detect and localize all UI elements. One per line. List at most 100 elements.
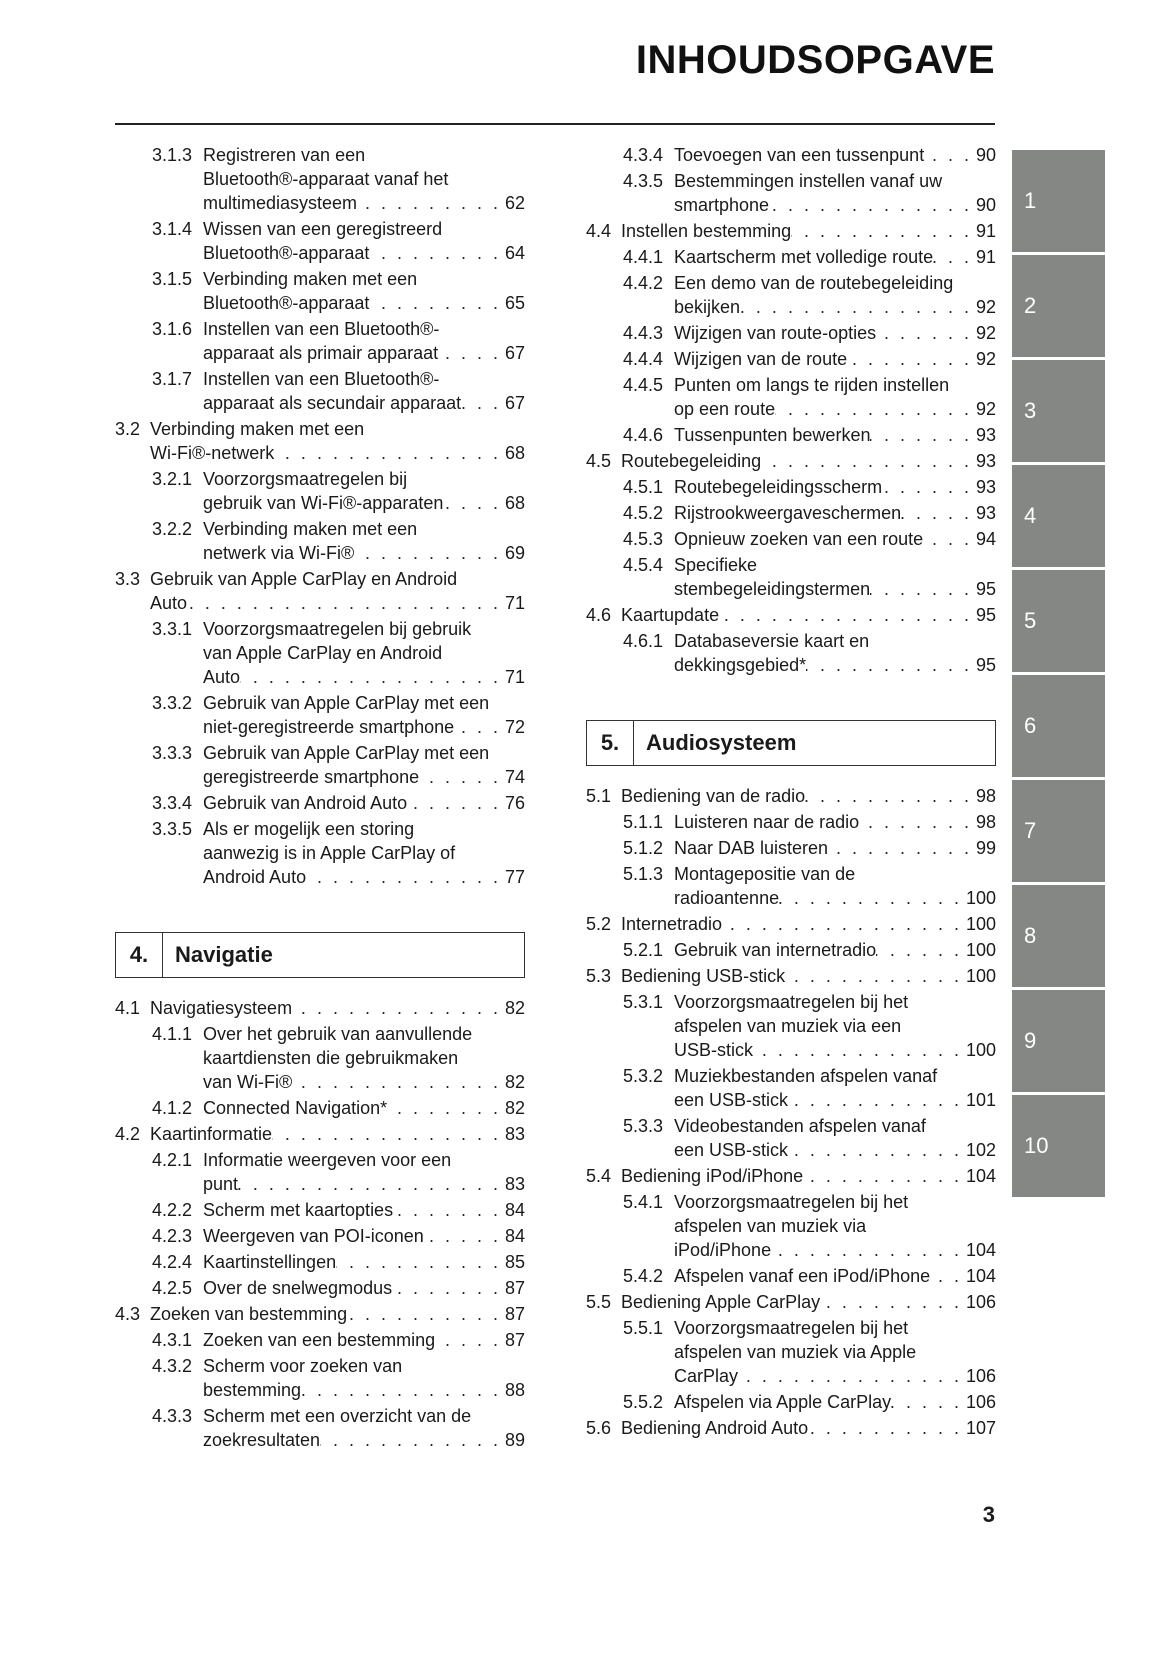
toc-entry[interactable]: 5.1.2 Naar DAB luisteren. . . . . . . . .…	[586, 836, 996, 860]
toc-entry[interactable]: 3.3.2 Gebruik van Apple CarPlay met een ni…	[115, 691, 525, 739]
toc-entry[interactable]: 3.1.4 Wissen van een geregistreerd Bluetoo…	[115, 217, 525, 265]
toc-entry[interactable]: 4.3 Zoeken van bestemming. . . . . . . . …	[115, 1302, 525, 1326]
toc-entry[interactable]: 5.5 Bediening Apple CarPlay. . . . . . . …	[586, 1290, 996, 1314]
entry-number: 4.3	[115, 1304, 141, 1324]
toc-entry[interactable]: 5.1.1 Luisteren naar de radio. . . . . . …	[586, 810, 996, 834]
dot-leader: . . . . . . . . . . . . . . . . . . . . …	[454, 717, 501, 737]
chapter-tab-3[interactable]: 3	[1012, 360, 1105, 462]
toc-entry[interactable]: 5.3.1 Voorzorgsmaatregelen bij het afspele…	[586, 990, 996, 1062]
toc-entry[interactable]: 4.5.2 Rijstrookweergaveschermen. . . . . …	[586, 501, 996, 525]
toc-entry[interactable]: 3.3 Gebruik van Apple CarPlay en Android A…	[115, 567, 525, 615]
entry-page: 71	[504, 667, 525, 687]
toc-entry[interactable]: 4.4.2 Een demo van de routebegeleiding bek…	[586, 271, 996, 319]
toc-entry[interactable]: 3.1.6 Instellen van een Bluetooth®- appara…	[115, 317, 525, 365]
toc-entry[interactable]: 4.3.5 Bestemmingen instellen vanaf uw smar…	[586, 169, 996, 217]
toc-entry[interactable]: 4.4.3 Wijzigen van route-opties. . . . . …	[586, 321, 996, 345]
toc-entry[interactable]: 5.1 Bediening van de radio. . . . . . . .…	[586, 784, 996, 808]
toc-entry[interactable]: 5.5.2 Afspelen via Apple CarPlay. . . . .…	[586, 1390, 996, 1414]
entry-page: 76	[504, 793, 525, 813]
toc-entry[interactable]: 4.3.4 Toevoegen van een tussenpunt. . . .…	[586, 143, 996, 167]
section-title: Audiosysteem	[646, 730, 797, 755]
entry-line: Bediening van de radio. . . . . . . . . …	[621, 784, 996, 808]
chapter-tab-4[interactable]: 4	[1012, 465, 1105, 567]
entry-line-text: Bluetooth®-apparaat	[203, 243, 370, 263]
entry-line: Bediening USB-stick. . . . . . . . . . .…	[621, 964, 996, 988]
entry-line: Internetradio. . . . . . . . . . . . . .…	[621, 912, 996, 936]
entry-line-text: aanwezig is in Apple CarPlay of	[203, 843, 456, 863]
entry-line: Wi-Fi®-netwerk. . . . . . . . . . . . . …	[150, 441, 525, 465]
toc-entry[interactable]: 4.2.2 Scherm met kaartopties. . . . . . .…	[115, 1198, 525, 1222]
toc-entry[interactable]: 3.1.7 Instellen van een Bluetooth®- appara…	[115, 367, 525, 415]
chapter-tab-6[interactable]: 6	[1012, 675, 1105, 777]
chapter-tab-1[interactable]: 1	[1012, 150, 1105, 252]
entry-line: Bluetooth®-apparaat. . . . . . . . . . .…	[203, 291, 525, 315]
entry-line: geregistreerde smartphone. . . . . . . .…	[203, 765, 525, 789]
toc-entry[interactable]: 4.4 Instellen bestemming. . . . . . . . .…	[586, 219, 996, 243]
toc-entry[interactable]: 4.1.2 Connected Navigation*. . . . . . . …	[115, 1096, 525, 1120]
toc-entry[interactable]: 4.4.4 Wijzigen van de route. . . . . . . …	[586, 347, 996, 371]
toc-entry[interactable]: 4.2.3 Weergeven van POI-iconen. . . . . .…	[115, 1224, 525, 1248]
toc-entry[interactable]: 4.4.1 Kaartscherm met volledige route. . …	[586, 245, 996, 269]
toc-entry[interactable]: 4.4.5 Punten om langs te rijden instellen…	[586, 373, 996, 421]
toc-entry[interactable]: 4.5.4 Specifieke stembegeleidingstermen. .…	[586, 553, 996, 601]
dot-leader: . . . . . . . . . . . . . . . . . . . . …	[392, 1278, 501, 1298]
chapter-tab-2[interactable]: 2	[1012, 255, 1105, 357]
entry-line-text: Zoeken van een bestemming	[203, 1330, 436, 1350]
toc-entry[interactable]: 4.3.3 Scherm met een overzicht van de zoek…	[115, 1404, 525, 1452]
toc-entry[interactable]: 5.1.3 Montagepositie van de radioantenne. …	[586, 862, 996, 910]
toc-entry[interactable]: 5.2.1 Gebruik van internetradio. . . . . …	[586, 938, 996, 962]
entry-number: 5.5.1	[623, 1318, 664, 1338]
toc-entry[interactable]: 5.2 Internetradio. . . . . . . . . . . . …	[586, 912, 996, 936]
toc-entry[interactable]: 4.6 Kaartupdate. . . . . . . . . . . . . …	[586, 603, 996, 627]
toc-entry[interactable]: 3.3.4 Gebruik van Android Auto. . . . . .…	[115, 791, 525, 815]
toc-entry[interactable]: 4.5 Routebegeleiding. . . . . . . . . . .…	[586, 449, 996, 473]
chapter-tab-8[interactable]: 8	[1012, 885, 1105, 987]
entry-page: 92	[975, 297, 996, 317]
chapter-tab-9[interactable]: 9	[1012, 990, 1105, 1092]
toc-entry[interactable]: 4.5.3 Opnieuw zoeken van een route. . . .…	[586, 527, 996, 551]
toc-entry[interactable]: 4.2.1 Informatie weergeven voor een punt. …	[115, 1148, 525, 1196]
entry-line: Kaartinformatie. . . . . . . . . . . . .…	[150, 1122, 525, 1146]
entry-line: Voorzorgsmaatregelen bij	[203, 467, 525, 491]
toc-entry[interactable]: 5.4 Bediening iPod/iPhone. . . . . . . . …	[586, 1164, 996, 1188]
toc-entry[interactable]: 3.3.5 Als er mogelijk een storing aanwezig…	[115, 817, 525, 889]
toc-entry[interactable]: 3.1.5 Verbinding maken met een Bluetooth®-…	[115, 267, 525, 315]
chapter-tab-10[interactable]: 10	[1012, 1095, 1105, 1197]
toc-entry[interactable]: 5.5.1 Voorzorgsmaatregelen bij het afspele…	[586, 1316, 996, 1388]
toc-entry[interactable]: 4.1.1 Over het gebruik van aanvullende kaa…	[115, 1022, 525, 1094]
toc-entry[interactable]: 4.2 Kaartinformatie. . . . . . . . . . . …	[115, 1122, 525, 1146]
dot-leader: . . . . . . . . . . . . . . . . . . . . …	[347, 1304, 501, 1324]
toc-entry[interactable]: 4.3.1 Zoeken van een bestemming. . . . . …	[115, 1328, 525, 1352]
toc-entry[interactable]: 5.4.2 Afspelen vanaf een iPod/iPhone. . .…	[586, 1264, 996, 1288]
entry-line-text: Videobestanden afspelen vanaf	[674, 1116, 926, 1136]
toc-entry[interactable]: 4.4.6 Tussenpunten bewerken. . . . . . . …	[586, 423, 996, 447]
toc-entry[interactable]: 5.3 Bediening USB-stick. . . . . . . . . …	[586, 964, 996, 988]
toc-entry[interactable]: 5.3.3 Videobestanden afspelen vanaf een US…	[586, 1114, 996, 1162]
entry-line-text: dekkingsgebied*	[674, 655, 807, 675]
toc-entry[interactable]: 5.3.2 Muziekbestanden afspelen vanaf een U…	[586, 1064, 996, 1112]
toc-entry[interactable]: 5.6 Bediening Android Auto. . . . . . . .…	[586, 1416, 996, 1440]
toc-entry[interactable]: 3.1.3 Registreren van een Bluetooth®-appar…	[115, 143, 525, 215]
toc-entry[interactable]: 3.2.1 Voorzorgsmaatregelen bij gebruik van…	[115, 467, 525, 515]
entry-line: Scherm met kaartopties. . . . . . . . . …	[203, 1198, 525, 1222]
toc-entry[interactable]: 4.2.4 Kaartinstellingen. . . . . . . . . …	[115, 1250, 525, 1274]
entry-text: Kaartinstellingen. . . . . . . . . . . .…	[203, 1250, 525, 1274]
toc-entry[interactable]: 3.3.3 Gebruik van Apple CarPlay met een ge…	[115, 741, 525, 789]
entry-line-text: bekijken	[674, 297, 741, 317]
toc-entry[interactable]: 3.3.1 Voorzorgsmaatregelen bij gebruik van…	[115, 617, 525, 689]
dot-leader: . . . . . . . . . . . . . . . . . . . . …	[461, 393, 501, 413]
toc-entry[interactable]: 4.5.1 Routebegeleidingsscherm. . . . . . …	[586, 475, 996, 499]
toc-entry[interactable]: 4.6.1 Databaseversie kaart en dekkingsgebi…	[586, 629, 996, 677]
toc-entry[interactable]: 3.2 Verbinding maken met een Wi-Fi®-netwer…	[115, 417, 525, 465]
chapter-tab-5[interactable]: 5	[1012, 570, 1105, 672]
dot-leader: . . . . . . . . . . . . . . . . . . . . …	[791, 221, 972, 241]
toc-entry[interactable]: 3.2.2 Verbinding maken met een netwerk via…	[115, 517, 525, 565]
toc-entry[interactable]: 4.3.2 Scherm voor zoeken van bestemming. .…	[115, 1354, 525, 1402]
entry-line: Punten om langs te rijden instellen	[674, 373, 996, 397]
toc-entry[interactable]: 4.1 Navigatiesysteem. . . . . . . . . . .…	[115, 996, 525, 1020]
toc-entry[interactable]: 4.2.5 Over de snelwegmodus. . . . . . . .…	[115, 1276, 525, 1300]
toc-entry[interactable]: 5.4.1 Voorzorgsmaatregelen bij het afspele…	[586, 1190, 996, 1262]
dot-leader: . . . . . . . . . . . . . . . . . . . . …	[788, 1090, 962, 1110]
chapter-tab-7[interactable]: 7	[1012, 780, 1105, 882]
entry-number: 4.3.4	[623, 145, 664, 165]
